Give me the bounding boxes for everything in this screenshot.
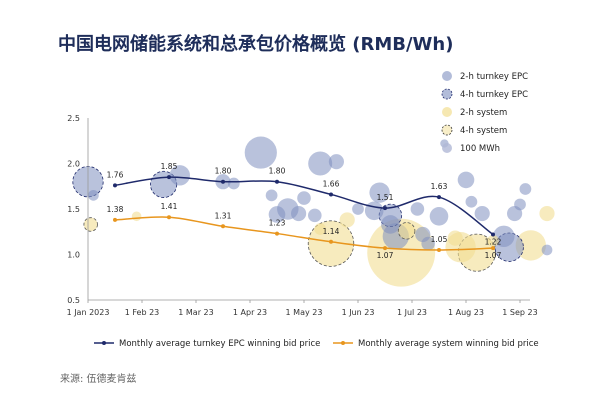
x-tick-label: 1 Mar 23 (178, 308, 213, 317)
x-tick-label: 1 Jan 2023 (67, 308, 110, 317)
bubble-sys2 (131, 211, 142, 222)
bubble-epc2 (88, 189, 99, 201)
data-label: 1.76 (107, 170, 124, 179)
data-label: 1.31 (215, 211, 232, 220)
x-tick-label: 1 Feb 23 (125, 308, 160, 317)
series-point (329, 192, 333, 197)
bubble-sys2 (487, 234, 499, 247)
series-point (437, 195, 441, 200)
data-label: 1.07 (485, 251, 502, 260)
legend-marker (442, 71, 452, 81)
legend-line-marker (102, 341, 106, 345)
y-tick-label: 2.0 (67, 160, 80, 169)
bubble-epc2 (268, 206, 286, 223)
series-point (383, 246, 387, 251)
legend-label: 2-h turnkey EPC (460, 72, 528, 82)
legend-marker (441, 88, 453, 100)
bubble-epc2 (474, 205, 490, 222)
series-point (275, 179, 279, 184)
bubble-sys2 (314, 223, 327, 235)
bubble-epc2 (364, 201, 384, 221)
legend-label: 4-h system (460, 126, 507, 136)
series-point (383, 206, 387, 211)
y-tick-label: 2.5 (67, 114, 80, 123)
bubble-epc2 (308, 151, 333, 176)
x-tick-label: 1 Jul 23 (397, 308, 427, 317)
series-point (167, 175, 171, 180)
y-tick-label: 0.5 (67, 296, 80, 305)
bubble-epc2 (421, 236, 435, 251)
bubble-epc2 (429, 206, 449, 226)
data-label: 1.05 (431, 235, 448, 244)
data-label: 1.63 (431, 182, 448, 191)
bubble-sys2 (539, 205, 555, 222)
x-tick-label: 1 Apr 23 (233, 308, 267, 317)
bubble-epc2 (227, 177, 240, 190)
data-label: 1.07 (377, 251, 394, 260)
bubble-epc2 (410, 202, 425, 216)
bubble-epc2 (244, 136, 277, 169)
data-label: 1.51 (377, 193, 394, 202)
bubble-sys2 (339, 212, 355, 228)
legend-marker (442, 107, 452, 117)
bubble-epc2 (352, 203, 364, 215)
legend-line-marker (341, 341, 345, 345)
data-label: 1.80 (215, 167, 232, 176)
data-label: 1.38 (107, 205, 124, 214)
bubble-sys4 (397, 222, 416, 240)
series-point (437, 247, 441, 252)
legend-line-label: Monthly average turnkey EPC winning bid … (119, 339, 320, 349)
legend-line-label: Monthly average system winning bid price (358, 339, 539, 349)
y-tick-label: 1.5 (67, 205, 80, 214)
y-tick-label: 1.0 (67, 251, 80, 260)
bubble-sys2 (447, 230, 463, 246)
bubble-sys2 (515, 230, 546, 261)
data-label: 1.14 (323, 227, 340, 236)
bubble-epc2 (291, 205, 307, 222)
data-label: 1.66 (323, 179, 340, 188)
legend-marker (442, 143, 452, 153)
series-point (221, 179, 225, 184)
source-note: 来源: 伍德麦肯兹 (60, 374, 137, 385)
legend-label: 2-h system (460, 108, 507, 118)
series-point (113, 183, 117, 188)
bubble-epc2 (514, 198, 526, 211)
series-point (275, 231, 279, 236)
legend-marker (441, 124, 453, 136)
bubble-epc2 (265, 189, 278, 202)
bubble-epc2 (369, 182, 390, 203)
bubble-epc2 (381, 215, 400, 234)
bubble-epc2 (328, 154, 344, 170)
bubble-epc2 (297, 191, 311, 205)
x-tick-label: 1 May 23 (286, 308, 323, 317)
series-point (221, 224, 225, 229)
series-point (329, 239, 333, 244)
series-point (167, 215, 171, 220)
bubble-sys4 (83, 217, 98, 232)
x-tick-label: 1 Jun 23 (342, 308, 375, 317)
series-line (114, 216, 494, 251)
series-point (113, 217, 117, 222)
bubble-epc2 (169, 165, 190, 186)
bubble-epc2 (519, 183, 532, 195)
bubble-epc2 (308, 208, 322, 223)
x-tick-label: 1 Sep 23 (502, 308, 537, 317)
legend-label: 100 MWh (460, 144, 500, 154)
series-point (491, 232, 495, 237)
data-label: 1.22 (485, 237, 502, 246)
legend-label: 4-h turnkey EPC (460, 90, 528, 100)
data-label: 1.41 (161, 202, 178, 211)
x-tick-label: 1 Aug 23 (448, 308, 484, 317)
bubble-epc2 (541, 244, 553, 256)
series-point (491, 246, 495, 251)
bubble-epc2 (457, 171, 475, 189)
chart-title: 中国电网储能系统和总承包价格概览 (RMB/Wh) (58, 34, 454, 55)
data-label: 1.80 (269, 167, 286, 176)
data-label: 1.85 (161, 162, 178, 171)
data-label: 1.23 (269, 219, 286, 228)
bubble-epc2 (465, 195, 478, 208)
